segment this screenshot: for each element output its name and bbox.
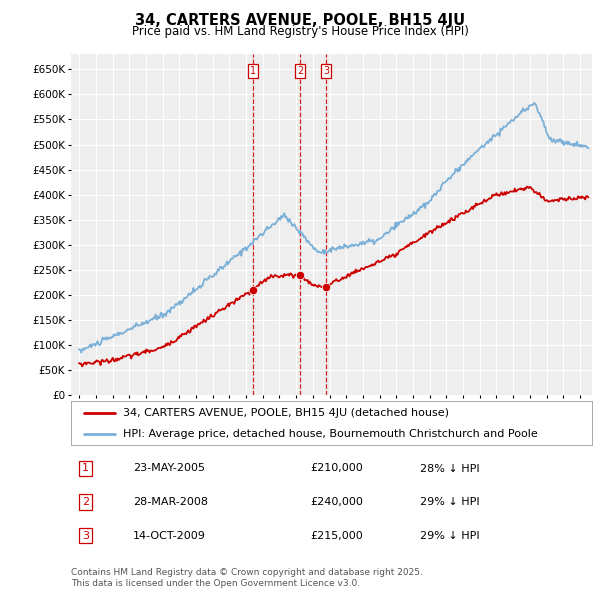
Text: 34, CARTERS AVENUE, POOLE, BH15 4JU (detached house): 34, CARTERS AVENUE, POOLE, BH15 4JU (det… <box>123 408 449 418</box>
Text: 29% ↓ HPI: 29% ↓ HPI <box>420 497 479 507</box>
Text: £215,000: £215,000 <box>310 530 363 540</box>
Text: £210,000: £210,000 <box>310 464 363 474</box>
Text: 14-OCT-2009: 14-OCT-2009 <box>133 530 206 540</box>
Text: 3: 3 <box>323 66 329 76</box>
Text: 2: 2 <box>297 66 303 76</box>
Text: 23-MAY-2005: 23-MAY-2005 <box>133 464 205 474</box>
Text: Price paid vs. HM Land Registry's House Price Index (HPI): Price paid vs. HM Land Registry's House … <box>131 25 469 38</box>
Text: 1: 1 <box>250 66 256 76</box>
Text: 29% ↓ HPI: 29% ↓ HPI <box>420 530 479 540</box>
Text: 3: 3 <box>82 530 89 540</box>
Text: 1: 1 <box>82 464 89 474</box>
Text: 28-MAR-2008: 28-MAR-2008 <box>133 497 208 507</box>
Text: HPI: Average price, detached house, Bournemouth Christchurch and Poole: HPI: Average price, detached house, Bour… <box>123 428 538 438</box>
Text: Contains HM Land Registry data © Crown copyright and database right 2025.
This d: Contains HM Land Registry data © Crown c… <box>71 568 422 588</box>
Text: 28% ↓ HPI: 28% ↓ HPI <box>420 464 479 474</box>
Text: 34, CARTERS AVENUE, POOLE, BH15 4JU: 34, CARTERS AVENUE, POOLE, BH15 4JU <box>135 13 465 28</box>
Text: £240,000: £240,000 <box>310 497 363 507</box>
Text: 2: 2 <box>82 497 89 507</box>
